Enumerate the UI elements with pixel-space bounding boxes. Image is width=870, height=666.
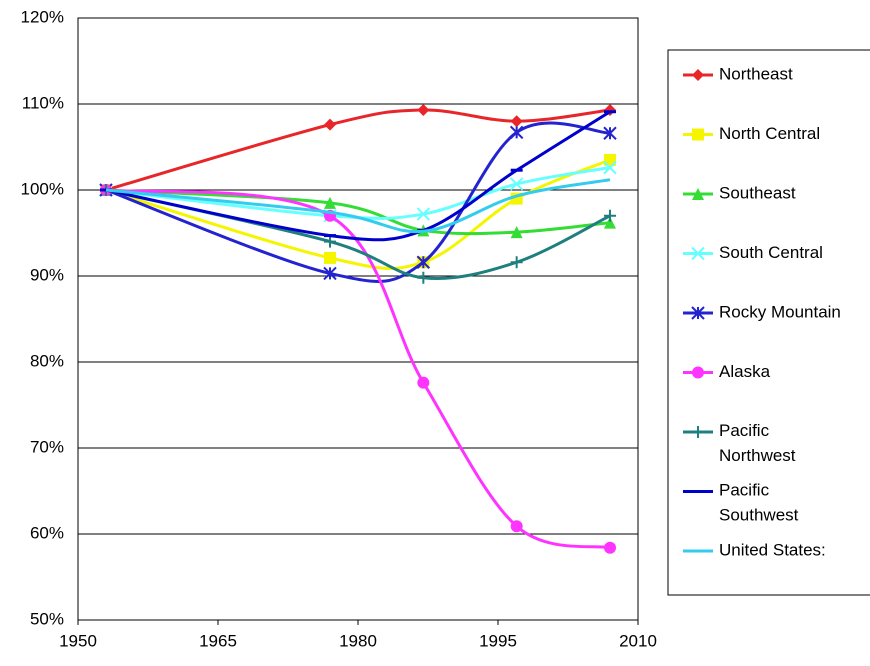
series-line <box>105 188 611 550</box>
series-line <box>105 178 611 234</box>
y-tick-label: 50% <box>30 609 64 628</box>
y-tick-label: 70% <box>30 437 64 456</box>
marker <box>417 376 430 389</box>
marker <box>510 192 523 205</box>
legend-label: Pacific Southwest <box>719 481 799 525</box>
series-line <box>105 108 611 192</box>
series-line <box>105 188 611 236</box>
legend-label: North Central <box>719 124 820 143</box>
marker <box>692 128 704 141</box>
marker <box>509 177 524 191</box>
marker <box>603 126 617 140</box>
marker <box>324 235 336 248</box>
legend-label: Southeast <box>719 183 796 202</box>
marker <box>604 153 616 166</box>
marker <box>692 366 704 379</box>
legend-box <box>667 49 870 596</box>
marker <box>417 104 430 117</box>
marker <box>604 541 616 554</box>
x-tick-label: 1965 <box>199 631 237 650</box>
y-tick-label: 110% <box>22 93 64 112</box>
y-tick-label: 90% <box>30 265 64 284</box>
series-line <box>105 110 611 242</box>
marker <box>603 160 617 175</box>
marker <box>324 251 336 264</box>
marker <box>417 271 430 284</box>
marker <box>416 255 431 269</box>
marker <box>510 115 523 128</box>
legend-label: Pacific Northwest <box>719 421 796 465</box>
x-tick-label: 1950 <box>59 631 97 650</box>
marker <box>510 520 523 533</box>
marker <box>509 125 524 140</box>
marker <box>604 216 616 229</box>
series-line <box>105 158 611 270</box>
marker <box>692 188 704 200</box>
legend-label: United States: <box>719 540 826 559</box>
marker <box>692 69 704 81</box>
marker <box>324 118 336 131</box>
x-tick-label: 2010 <box>619 631 657 650</box>
plot-area <box>77 17 639 621</box>
marker <box>510 256 523 269</box>
y-tick-label: 80% <box>30 351 64 370</box>
legend-label: Alaska <box>719 362 771 381</box>
legend-label: Northeast <box>719 64 793 83</box>
marker <box>416 207 431 221</box>
marker <box>324 196 336 209</box>
series-line <box>105 166 611 220</box>
marker <box>691 246 705 261</box>
legend-label: Rocky Mountain <box>719 302 841 321</box>
y-tick-label: 120% <box>21 7 64 26</box>
x-tick-label: 1995 <box>479 631 517 650</box>
y-tick-label: 60% <box>30 523 64 542</box>
x-tick-label: 1980 <box>339 631 377 650</box>
marker <box>604 209 616 222</box>
marker <box>692 426 704 438</box>
y-tick-label: 100% <box>21 179 64 198</box>
legend-label: South Central <box>719 243 823 262</box>
marker <box>323 266 337 281</box>
marker <box>691 306 705 320</box>
marker <box>510 226 523 239</box>
